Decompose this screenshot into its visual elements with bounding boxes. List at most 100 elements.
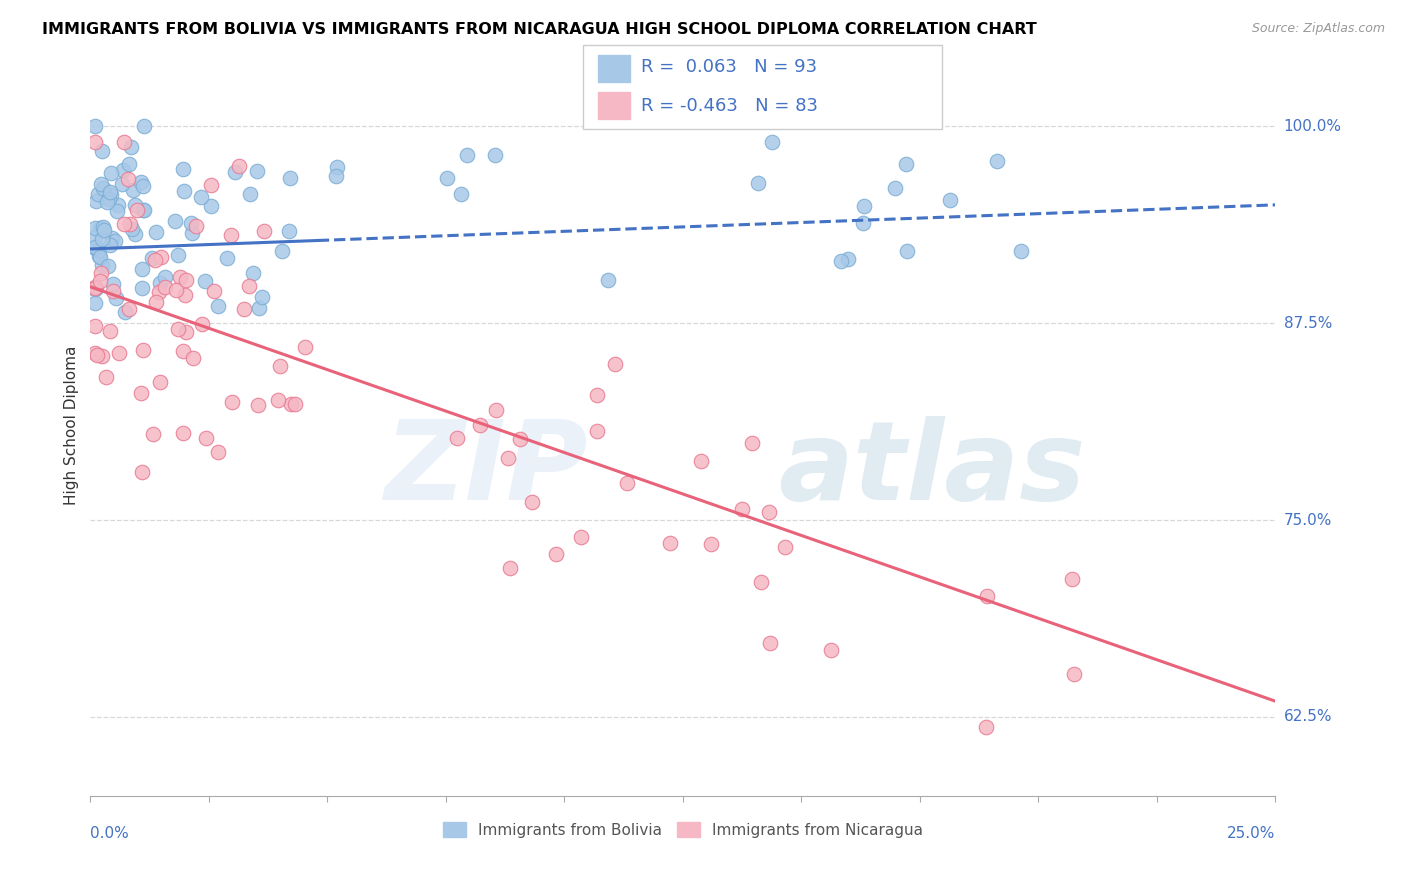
Point (118, 301, 141, 316)
Point (436, 170, 458, 185)
Point (172, 343, 194, 358)
Point (586, 388, 609, 402)
Point (820, 643, 842, 657)
Point (90, 232, 112, 246)
Point (294, 340, 316, 354)
Point (215, 251, 238, 265)
Point (84, 282, 107, 296)
Point (326, 160, 349, 174)
Point (194, 431, 217, 445)
Point (131, 262, 153, 277)
Point (249, 301, 271, 316)
Point (181, 351, 204, 365)
Y-axis label: High School Diploma: High School Diploma (65, 346, 79, 505)
Text: 62.5%: 62.5% (1284, 709, 1333, 724)
Point (90, 266, 112, 280)
Point (191, 317, 214, 331)
Point (174, 325, 197, 339)
Point (84, 241, 107, 255)
Point (180, 216, 202, 230)
Text: 75.0%: 75.0% (1284, 513, 1331, 527)
Point (124, 227, 146, 241)
Point (172, 426, 194, 441)
Point (169, 270, 191, 285)
Point (837, 252, 859, 266)
Point (98, 192, 121, 206)
Point (100, 324, 122, 338)
Point (165, 213, 187, 227)
Point (165, 283, 187, 297)
Point (84, 346, 107, 360)
Point (125, 202, 148, 217)
Point (149, 250, 172, 264)
Point (569, 530, 592, 544)
Point (132, 119, 155, 133)
Point (120, 217, 142, 231)
Point (172, 161, 194, 176)
Point (131, 175, 153, 189)
Point (976, 589, 998, 603)
Point (271, 244, 294, 259)
Point (93, 223, 115, 237)
Point (117, 172, 139, 186)
Point (278, 224, 301, 238)
Point (468, 417, 491, 432)
Point (603, 357, 626, 371)
Point (84, 220, 107, 235)
Point (89, 220, 111, 235)
Point (121, 183, 143, 197)
Point (174, 273, 197, 287)
Point (238, 279, 260, 293)
Point (284, 397, 307, 411)
Point (896, 244, 918, 259)
Point (278, 170, 301, 185)
Point (87, 249, 110, 263)
Point (202, 284, 225, 298)
Point (107, 198, 129, 212)
Point (596, 273, 619, 287)
Point (758, 505, 780, 519)
Point (84, 119, 107, 133)
Point (986, 153, 1008, 168)
Point (134, 203, 156, 218)
Point (224, 165, 246, 179)
Point (200, 178, 222, 192)
Point (689, 454, 711, 468)
Point (269, 359, 291, 373)
Point (98, 238, 121, 252)
Point (91, 181, 114, 195)
Point (84, 281, 107, 295)
Point (100, 231, 122, 245)
Point (91, 349, 114, 363)
Point (221, 394, 243, 409)
Point (84, 318, 107, 333)
Point (173, 288, 195, 302)
Point (101, 277, 124, 291)
Point (974, 720, 997, 734)
Point (84, 135, 107, 149)
Point (830, 254, 852, 268)
Point (741, 435, 763, 450)
Point (938, 193, 960, 207)
Point (87, 243, 110, 257)
Point (894, 157, 917, 171)
Point (1062, 572, 1084, 586)
Point (100, 166, 122, 180)
Point (446, 431, 468, 445)
FancyBboxPatch shape (583, 45, 942, 129)
Point (105, 203, 128, 218)
Point (129, 386, 152, 401)
Text: atlas: atlas (778, 417, 1085, 524)
Point (84, 240, 107, 254)
Point (90, 178, 112, 192)
Point (242, 266, 264, 280)
Text: IMMIGRANTS FROM BOLIVIA VS IMMIGRANTS FROM NICARAGUA HIGH SCHOOL DIPLOMA CORRELA: IMMIGRANTS FROM BOLIVIA VS IMMIGRANTS FR… (42, 22, 1038, 37)
Point (142, 427, 165, 442)
Text: 25.0%: 25.0% (1227, 826, 1275, 841)
Text: 0.0%: 0.0% (90, 826, 129, 841)
Point (194, 274, 217, 288)
Point (167, 321, 190, 335)
Point (852, 216, 875, 230)
Point (207, 445, 229, 459)
Point (155, 270, 177, 285)
